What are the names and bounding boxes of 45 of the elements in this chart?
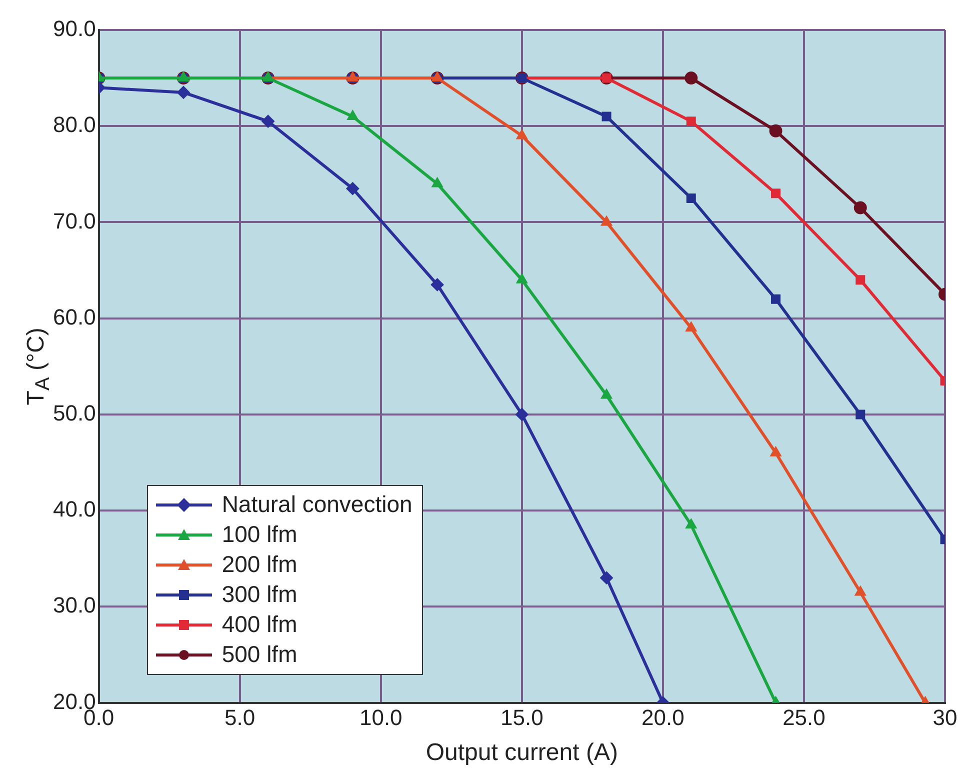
- point: [686, 193, 696, 203]
- point: [430, 278, 444, 292]
- point: [346, 110, 358, 120]
- point: [771, 294, 781, 304]
- point: [515, 408, 528, 421]
- legend-label: 200 lfm: [222, 551, 298, 578]
- x-tick-label: 10.0: [359, 705, 402, 730]
- point: [771, 188, 781, 198]
- point: [770, 446, 782, 456]
- point: [516, 273, 528, 284]
- y-tick-label: 90.0: [52, 16, 96, 42]
- point: [602, 112, 612, 122]
- y-tick-label: 70.0: [52, 208, 96, 234]
- legend-label: 400 lfm: [222, 611, 298, 638]
- point: [769, 124, 782, 138]
- point: [684, 72, 698, 85]
- x-axis-title: Output current (A): [426, 739, 618, 766]
- y-tick-label: 80.0: [52, 112, 96, 138]
- legend-label: 500 lfm: [222, 641, 298, 668]
- y-tick-label: 60.0: [52, 304, 96, 330]
- point: [854, 586, 866, 596]
- point: [856, 275, 866, 285]
- point: [600, 388, 612, 399]
- point: [516, 129, 528, 140]
- legend-label: 100 lfm: [222, 521, 298, 548]
- point: [685, 518, 697, 528]
- x-tick-label: 20.0: [642, 705, 684, 730]
- x-tick-label: 5.0: [224, 705, 256, 730]
- point: [176, 86, 190, 99]
- point: [432, 177, 443, 188]
- point: [856, 410, 866, 420]
- x-tick-label: 25.0: [782, 705, 826, 730]
- y-tick-label: 40.0: [52, 496, 96, 522]
- legend-label: Natural convection: [222, 491, 412, 518]
- legend-label: 300 lfm: [222, 581, 298, 608]
- x-tick-label: 15.0: [500, 705, 544, 730]
- y-tick-label: 30.0: [52, 592, 96, 618]
- point: [685, 321, 697, 332]
- y-tick-label: 50.0: [52, 400, 96, 426]
- x-tick-label: 30: [932, 705, 958, 730]
- point: [854, 201, 867, 214]
- point: [686, 116, 696, 126]
- point: [262, 114, 275, 128]
- point: [600, 216, 612, 226]
- point: [346, 182, 360, 196]
